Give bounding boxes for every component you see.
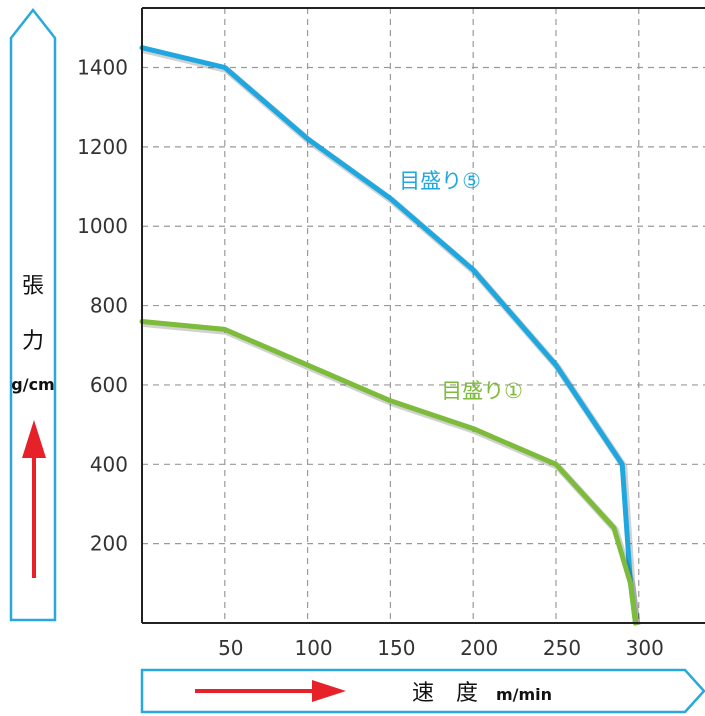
y-tick-labels: 200 400 600 800 1000 1200 1400	[77, 56, 128, 556]
x-axis-arrow-frame	[140, 668, 705, 714]
x-tick-labels: 50 100 150 200 250 300	[218, 636, 664, 660]
y-tick-label: 1000	[77, 214, 128, 238]
y-tick-label: 1200	[77, 135, 128, 159]
y-tick-label: 1400	[77, 56, 128, 80]
x-tick-label: 200	[460, 636, 498, 660]
plot-area: 200 400 600 800 1000 1200 1400 50 100 150 200 250 3…	[77, 7, 705, 660]
y-axis-unit: g/cm	[11, 375, 54, 394]
x-tick-label: 100	[294, 636, 332, 660]
x-axis-label: 速 度	[412, 681, 478, 706]
x-axis-unit: m/min	[496, 685, 552, 704]
y-axis-arrow-frame	[9, 7, 57, 622]
series-label-scale-5: 目盛り⑤	[399, 169, 481, 193]
y-tick-label: 800	[90, 294, 128, 318]
plot-frame	[142, 8, 705, 623]
x-axis-red-arrow-head	[312, 680, 346, 702]
y-axis-label-char-2: 力	[22, 329, 44, 354]
x-tick-label: 250	[543, 636, 581, 660]
series-group	[139, 45, 641, 626]
y-tick-label: 600	[90, 373, 128, 397]
y-tick-label: 200	[90, 532, 128, 556]
x-tick-label: 150	[377, 636, 415, 660]
series-line-scale-5	[139, 45, 638, 626]
x-tick-label: 50	[218, 636, 243, 660]
grid-lines	[142, 8, 705, 623]
series-line-scale-1	[139, 319, 638, 626]
y-tick-label: 400	[90, 452, 128, 476]
series-label-scale-1: 目盛り①	[441, 379, 523, 403]
y-axis-label-char-1: 張	[22, 274, 44, 299]
y-axis-red-arrow-head	[22, 420, 46, 458]
x-tick-label: 300	[626, 636, 664, 660]
